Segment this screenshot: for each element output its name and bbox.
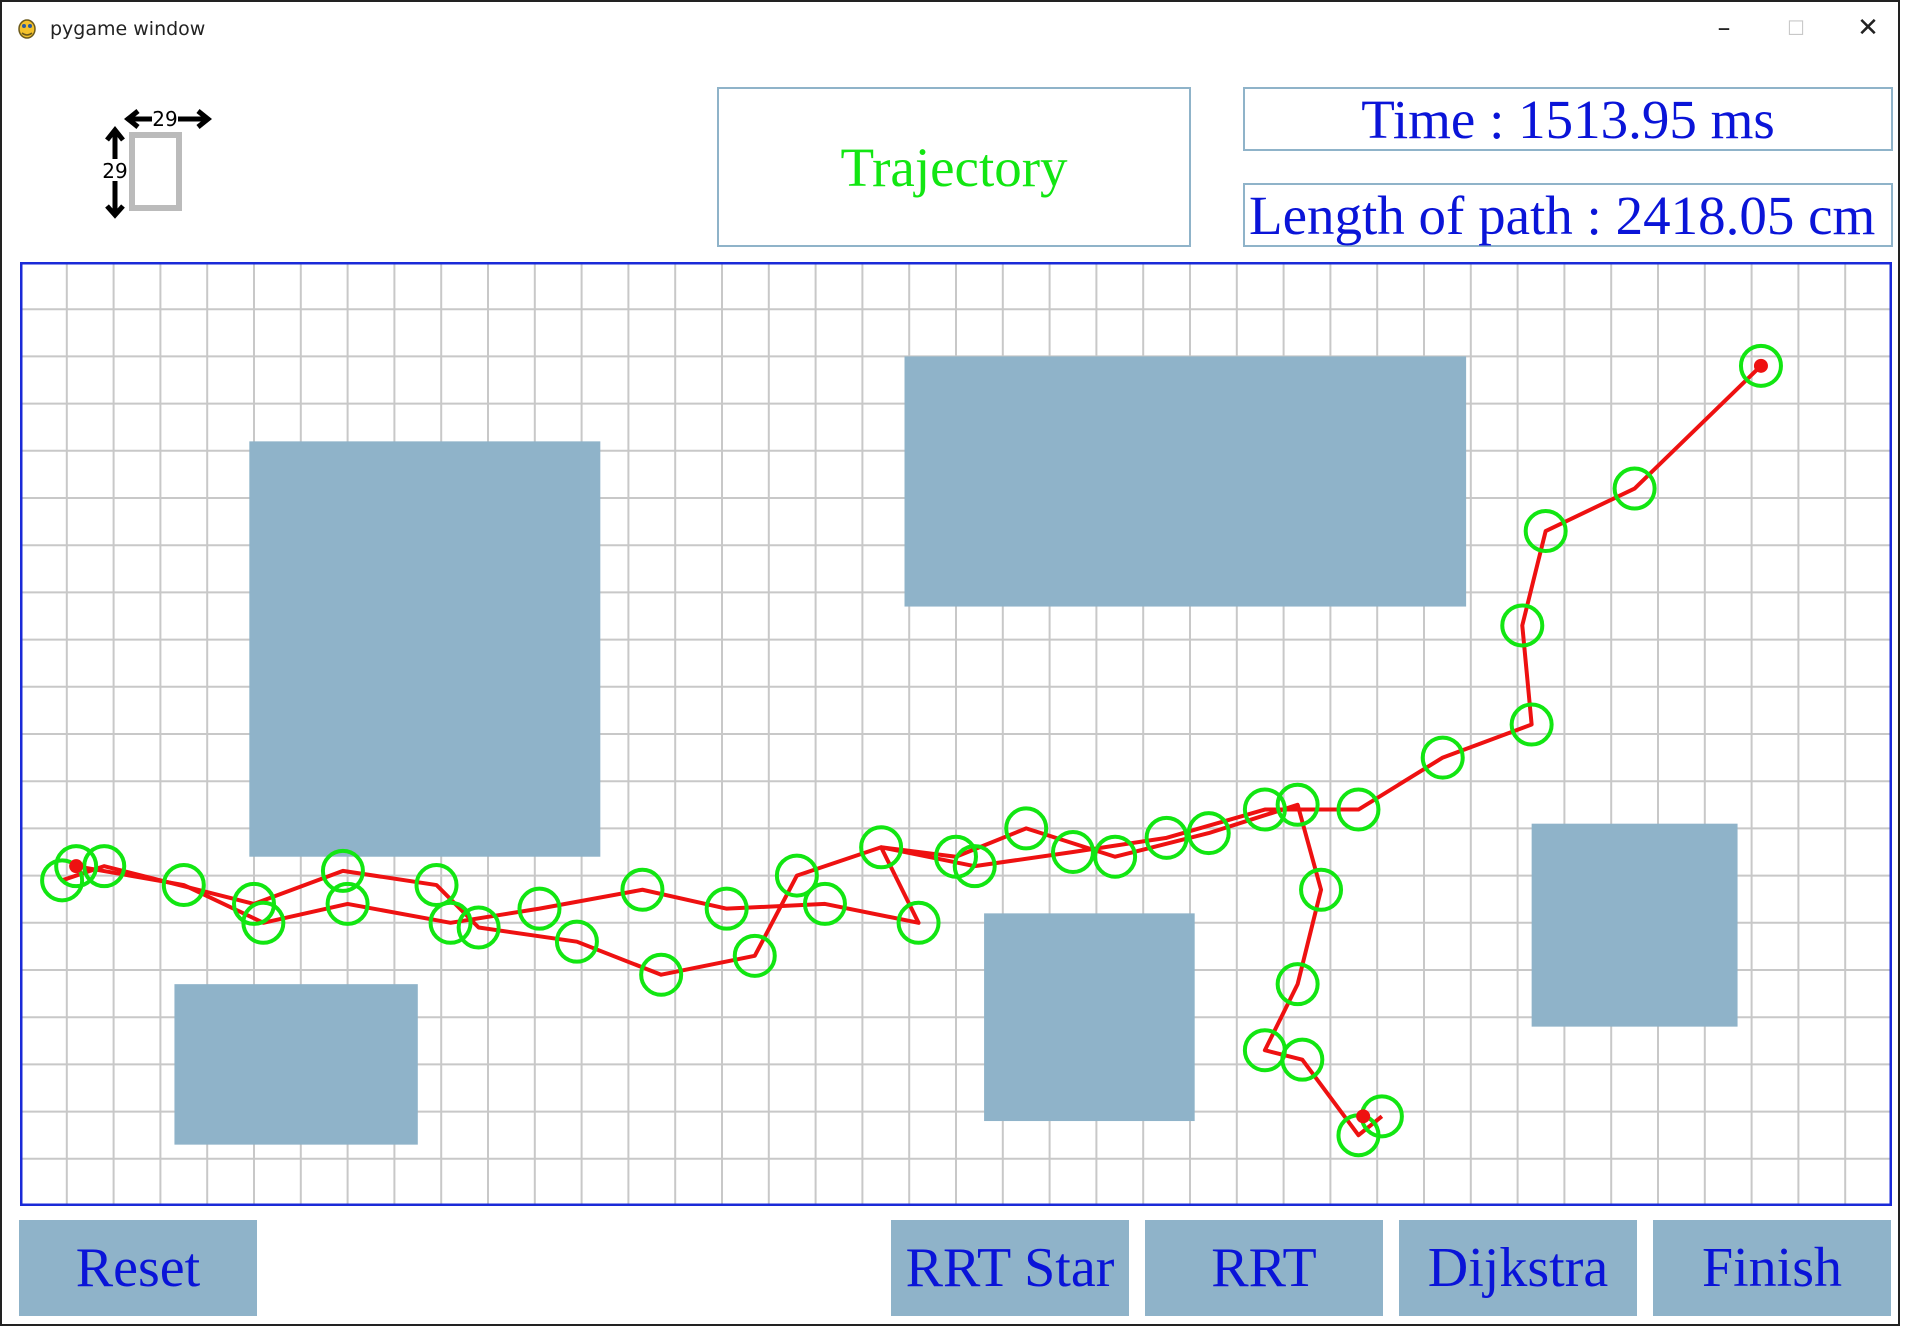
tree-node: [1051, 830, 1095, 874]
cell-size-indicator: 29 29: [101, 107, 213, 219]
tree-node: [1186, 811, 1231, 856]
end-node-marker: [1356, 1109, 1371, 1124]
tree-node: [1299, 867, 1344, 912]
tree-node: [1738, 343, 1783, 388]
tree-node: [1275, 782, 1320, 827]
time-panel: Time : 1513.95 ms: [1243, 87, 1893, 151]
obstacle: [174, 984, 418, 1145]
path-line: [75, 364, 1763, 925]
path-length-label: Length of path : 2418.05 cm: [1249, 184, 1876, 246]
window-title: pygame window: [50, 18, 206, 40]
tree-node: [40, 858, 85, 903]
tree-node: [414, 863, 459, 908]
tree-node: [1275, 962, 1320, 1007]
pygame-logo-icon: [18, 19, 36, 39]
cell-height-label: 29: [102, 159, 127, 183]
dijkstra-button[interactable]: Dijkstra: [1399, 1220, 1637, 1316]
tree-node: [732, 933, 777, 978]
grid-border: [20, 262, 1892, 1206]
tree-node: [802, 881, 847, 926]
tree-node: [1242, 787, 1287, 832]
goal-node-marker: [1753, 358, 1768, 373]
tree-node: [428, 900, 473, 945]
tree-node: [639, 952, 684, 997]
tree-node: [896, 900, 941, 945]
tree-node: [241, 900, 286, 945]
tree-node: [774, 853, 819, 898]
tree-node: [1509, 702, 1554, 747]
planning-grid[interactable]: [20, 262, 1892, 1206]
minimize-button[interactable]: –: [1717, 13, 1731, 43]
tree-node: [1420, 735, 1465, 780]
path-length-panel: Length of path : 2418.05 cm: [1243, 183, 1893, 247]
tree-node: [1612, 466, 1657, 511]
time-label: Time : 1513.95 ms: [1361, 88, 1775, 150]
finish-button[interactable]: Finish: [1653, 1220, 1891, 1316]
tree-node: [517, 886, 562, 931]
tree-node: [1523, 509, 1568, 554]
tree-node: [952, 844, 997, 889]
rrt-star-button[interactable]: RRT Star: [891, 1220, 1129, 1316]
obstacle: [1531, 823, 1738, 1027]
path-line: [61, 802, 1384, 1138]
cell-width-label: 29: [152, 107, 177, 131]
rrt-button[interactable]: RRT: [1145, 1220, 1383, 1316]
obstacle: [904, 356, 1467, 607]
tree-node: [554, 919, 599, 964]
obstacle: [984, 913, 1195, 1122]
mode-label: Trajectory: [840, 136, 1068, 198]
mode-label-panel: Trajectory: [717, 87, 1191, 247]
tree-node: [82, 844, 127, 889]
tree-node: [704, 886, 749, 931]
tree-node: [325, 881, 370, 926]
tree-node: [1004, 806, 1049, 851]
tree-node: [54, 844, 99, 889]
maximize-button[interactable]: ☐: [1787, 16, 1805, 40]
title-bar[interactable]: pygame window – ☐ ✕: [2, 2, 1898, 54]
tree-node: [859, 825, 904, 870]
tree-node: [1336, 787, 1381, 832]
tree-node: [456, 905, 501, 950]
tree-node: [1500, 603, 1545, 648]
tree-node: [620, 867, 665, 912]
tree-node: [320, 848, 365, 893]
tree-node: [1144, 815, 1189, 860]
tree-node: [161, 863, 206, 908]
close-button[interactable]: ✕: [1857, 13, 1879, 43]
tree-node: [1093, 834, 1138, 879]
obstacle: [249, 441, 601, 857]
cell-size-square: [129, 132, 182, 211]
tree-node: [1280, 1037, 1325, 1082]
start-node-marker: [69, 859, 84, 874]
reset-button[interactable]: Reset: [19, 1220, 257, 1316]
